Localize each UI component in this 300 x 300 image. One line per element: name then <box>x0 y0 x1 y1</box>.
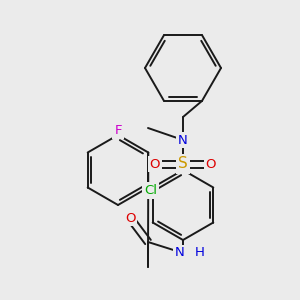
Text: O: O <box>150 158 160 170</box>
Text: O: O <box>206 158 216 170</box>
Text: S: S <box>178 157 188 172</box>
Text: N: N <box>175 247 185 260</box>
Text: Cl: Cl <box>144 184 157 197</box>
Text: H: H <box>195 247 205 260</box>
Text: N: N <box>178 134 188 146</box>
Text: F: F <box>114 124 122 137</box>
Text: O: O <box>125 212 135 224</box>
